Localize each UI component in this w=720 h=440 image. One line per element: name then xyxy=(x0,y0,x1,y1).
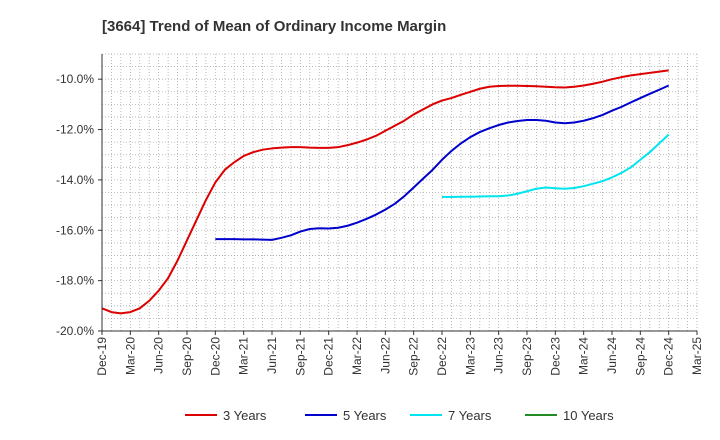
x-tick-label: Sep-22 xyxy=(407,337,421,376)
series-line xyxy=(215,84,670,241)
series-line xyxy=(442,133,670,199)
x-axis-ticks: Dec-19 Mar-20 Jun-20 Sep-20 Dec-20 Mar-21 Jun-… xyxy=(95,331,704,376)
x-tick-label: Dec-22 xyxy=(435,337,449,376)
x-tick-label: Jun-21 xyxy=(265,337,279,374)
x-tick-label: Mar-20 xyxy=(123,337,137,375)
legend-label: 3 Years xyxy=(223,408,267,423)
x-tick-label: Dec-20 xyxy=(208,337,222,376)
x-tick-label: Jun-22 xyxy=(378,337,392,374)
grid-lines xyxy=(101,53,698,332)
y-tick-label: -20.0% xyxy=(56,324,94,338)
x-tick-label: Dec-23 xyxy=(548,337,562,376)
legend-label: 7 Years xyxy=(448,408,492,423)
y-axis-ticks: -20.0% -18.0% -16.0% -14.0% -12.0% -10.0% xyxy=(56,72,102,338)
y-tick-label: -10.0% xyxy=(56,72,94,86)
x-tick-label: Jun-20 xyxy=(152,337,166,374)
series-lines xyxy=(101,69,670,315)
x-tick-label: Dec-24 xyxy=(662,337,676,376)
x-tick-label: Mar-25 xyxy=(690,337,704,375)
x-tick-label: Sep-23 xyxy=(520,337,534,376)
y-tick-label: -18.0% xyxy=(56,274,94,288)
x-tick-label: Dec-19 xyxy=(95,337,109,376)
x-tick-label: Jun-23 xyxy=(492,337,506,374)
x-tick-label: Sep-24 xyxy=(633,337,647,376)
x-tick-label: Mar-24 xyxy=(577,337,591,375)
legend-label: 10 Years xyxy=(563,408,614,423)
y-tick-label: -16.0% xyxy=(56,223,94,237)
y-tick-label: -12.0% xyxy=(56,123,94,137)
series-line xyxy=(101,69,669,315)
x-tick-label: Sep-20 xyxy=(180,337,194,376)
y-tick-label: -14.0% xyxy=(56,173,94,187)
x-tick-label: Mar-21 xyxy=(237,337,251,375)
x-tick-label: Mar-23 xyxy=(463,337,477,375)
legend-label: 5 Years xyxy=(343,408,387,423)
legend: 3 Years 5 Years 7 Years 10 Years xyxy=(185,408,614,423)
x-tick-label: Dec-21 xyxy=(322,337,336,376)
x-tick-label: Sep-21 xyxy=(293,337,307,376)
x-tick-label: Mar-22 xyxy=(350,337,364,375)
chart-title: [3664] Trend of Mean of Ordinary Income … xyxy=(102,18,446,35)
x-tick-label: Jun-24 xyxy=(605,337,619,374)
